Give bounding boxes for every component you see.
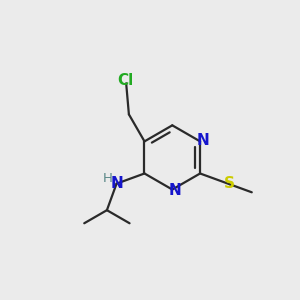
Text: N: N [197,133,209,148]
Text: N: N [169,183,182,198]
Text: N: N [111,176,124,190]
Text: S: S [224,176,235,191]
Text: H: H [103,172,112,185]
Text: Cl: Cl [117,73,134,88]
